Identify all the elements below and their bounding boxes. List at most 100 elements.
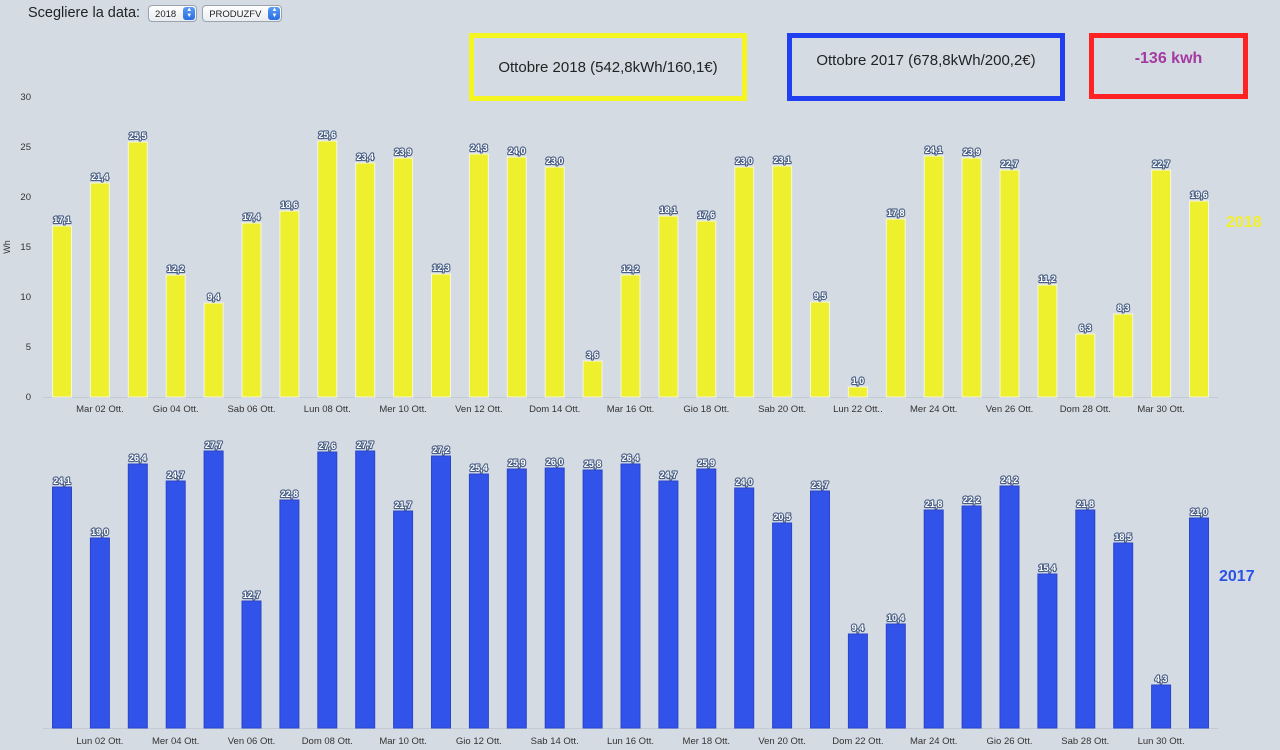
chart-2017-bar [506, 468, 527, 729]
chart-2018-value-label: 18,6 [281, 200, 299, 210]
chart-2017-value-label: 4,3 [1155, 674, 1168, 684]
chart-2017-value-label: 15,4 [1039, 563, 1057, 573]
chart-2017-value-label: 26,4 [129, 453, 147, 463]
chart-2018-value-label: 19,6 [1190, 190, 1208, 200]
chart-2018-value-label: 6,3 [1079, 323, 1092, 333]
chart-2017-value-label: 20,5 [773, 512, 791, 522]
chart-2017-value-label: 24,7 [167, 470, 185, 480]
chart-2017-value-label: 19,0 [91, 527, 109, 537]
year-label-2017: 2017 [1219, 568, 1255, 585]
chart-2017-xtick-label: Sab 28 Ott. [1061, 736, 1109, 747]
chart-2018-value-label: 24,0 [508, 146, 526, 156]
chart-2017-xtick-label: Mar 24 Ott. [910, 736, 958, 747]
chart-2018-bar [999, 169, 1020, 398]
summary-box-2018: Ottobre 2018 (542,8kWh/160,1€) [469, 33, 747, 101]
chart-2017-bar [620, 463, 641, 729]
chart-2018-bar [696, 220, 717, 398]
chart-2018-bar [582, 360, 603, 398]
chart-2018-value-label: 22,7 [1001, 159, 1019, 169]
data-type-select[interactable]: PRODUZFV ▲ ▼ [202, 4, 283, 22]
chart-2017-value-label: 27,7 [356, 440, 374, 450]
chart-2018-ytick-label: 0 [26, 392, 31, 403]
chart-2018-value-label: 21,4 [91, 172, 109, 182]
chart-2017-value-label: 27,2 [432, 445, 450, 455]
chart-2017-bar [734, 487, 755, 729]
chart-2018-xtick-label: Dom 14 Ott. [529, 404, 580, 415]
chart-2017-xtick-label: Mer 04 Ott. [152, 736, 200, 747]
chart-2017-value-label: 21,8 [925, 499, 943, 509]
chart-2018-value-label: 12,2 [167, 264, 185, 274]
chart-2018-bar [127, 141, 148, 398]
chart-2018-bar [544, 166, 565, 398]
chart-2018-value-label: 9,5 [814, 291, 827, 301]
chart-2018-xtick-label: Mar 02 Ott. [76, 404, 124, 415]
chart-2018-bar [317, 140, 338, 398]
chart-2017-value-label: 24,7 [660, 470, 678, 480]
chart-2018-value-label: 23,9 [394, 147, 412, 157]
chart-2018-value-label: 23,4 [356, 152, 374, 162]
chart-2017-value-label: 24,1 [53, 476, 71, 486]
chart-2018-bar [885, 218, 906, 398]
chart-2017-value-label: 25,9 [508, 458, 526, 468]
chart-2018-value-label: 25,6 [319, 130, 337, 140]
chart-2018-value-label: 23,0 [546, 156, 564, 166]
chart-2018-bar [847, 386, 868, 398]
chart-2018-xtick-label: Gio 18 Ott. [683, 404, 729, 415]
chart-2017-bar [772, 522, 793, 729]
year-label-2018: 2018 [1226, 214, 1262, 231]
chart-2018-xtick-label: Sab 06 Ott. [227, 404, 275, 415]
chart-2018-xtick-label: Mer 10 Ott. [379, 404, 427, 415]
chart-2017-bar [923, 509, 944, 729]
chart-2018-value-label: 24,1 [925, 145, 943, 155]
date-picker-bar: Scegliere la data: 2018 ▲ ▼ PRODUZFV ▲ ▼ [28, 3, 283, 23]
chart-2017-xtick-label: Lun 16 Ott. [607, 736, 654, 747]
chart-2017-bar [810, 490, 830, 729]
chart-2018-bar [961, 157, 982, 398]
chart-2017-value-label: 21,0 [1190, 507, 1208, 517]
difference-box: -136 kwh [1089, 33, 1248, 99]
chart-2017-bar [544, 467, 565, 729]
chart-2017-value-label: 27,7 [205, 440, 223, 450]
chart-2018-value-label: 17,4 [243, 212, 261, 222]
chart-2017-xtick-label: Dom 22 Ott. [832, 736, 883, 747]
chart-2018-bar [1189, 200, 1209, 398]
chart-2018-bar [393, 157, 414, 398]
chart-2018-value-label: 17,8 [887, 208, 905, 218]
chart-2017-xtick-label: Ven 20 Ott. [758, 736, 806, 747]
chart-2018-ytick-label: 30 [20, 92, 31, 103]
chart-2017-value-label: 26,0 [546, 457, 564, 467]
chart-2018-xtick-label: Sab 20 Ott. [758, 404, 806, 415]
chart-2017-bar [279, 499, 300, 729]
chart-2018-bar [923, 155, 944, 398]
chart-2018-value-label: 17,6 [698, 210, 716, 220]
date-picker-label: Scegliere la data: [28, 5, 141, 21]
chart-2017-xtick-label: Gio 26 Ott. [987, 736, 1033, 747]
chart-2018-bar [810, 301, 830, 398]
year-select[interactable]: 2018 ▲ ▼ [148, 4, 198, 22]
year-select-chevron-icon: ▲ ▼ [183, 6, 196, 20]
summary-2018-text: Ottobre 2018 (542,8kWh/160,1€) [498, 58, 718, 76]
chart-2018-value-label: 11,2 [1039, 274, 1056, 284]
chart-2018-bar [772, 165, 793, 398]
chart-2018-xtick-label: Ven 26 Ott. [986, 404, 1034, 415]
chart-2018-bar [165, 274, 186, 398]
chart-2017-bar [1113, 542, 1134, 729]
chart-2017-bar [431, 455, 451, 729]
chart-2018-bar [355, 162, 376, 398]
chart-2018-value-label: 12,2 [622, 264, 640, 274]
chart-2018-value-label: 23,9 [963, 147, 981, 157]
chart-2018-ytick-label: 5 [26, 342, 31, 353]
chart-2017-bar [658, 480, 679, 729]
chart-2017-bar [999, 485, 1020, 729]
chart-2017-xtick-label: Sab 14 Ott. [531, 736, 579, 747]
chart-2018-bar [279, 210, 300, 398]
chart-2017-xtick-label: Lun 30 Ott. [1138, 736, 1185, 747]
data-type-select-value: PRODUZFV [209, 8, 262, 20]
chart-2018-bar [1075, 333, 1096, 398]
chart-2017-value-label: 18,5 [1114, 532, 1132, 542]
chart-2017-value-label: 25,4 [470, 463, 488, 473]
chart-2018-value-label: 22,7 [1152, 159, 1170, 169]
chart-2017-value-label: 26,4 [622, 453, 640, 463]
chart-2018-value-label: 17,1 [53, 215, 71, 225]
chart-2017-xtick-label: Lun 02 Ott. [76, 736, 123, 747]
